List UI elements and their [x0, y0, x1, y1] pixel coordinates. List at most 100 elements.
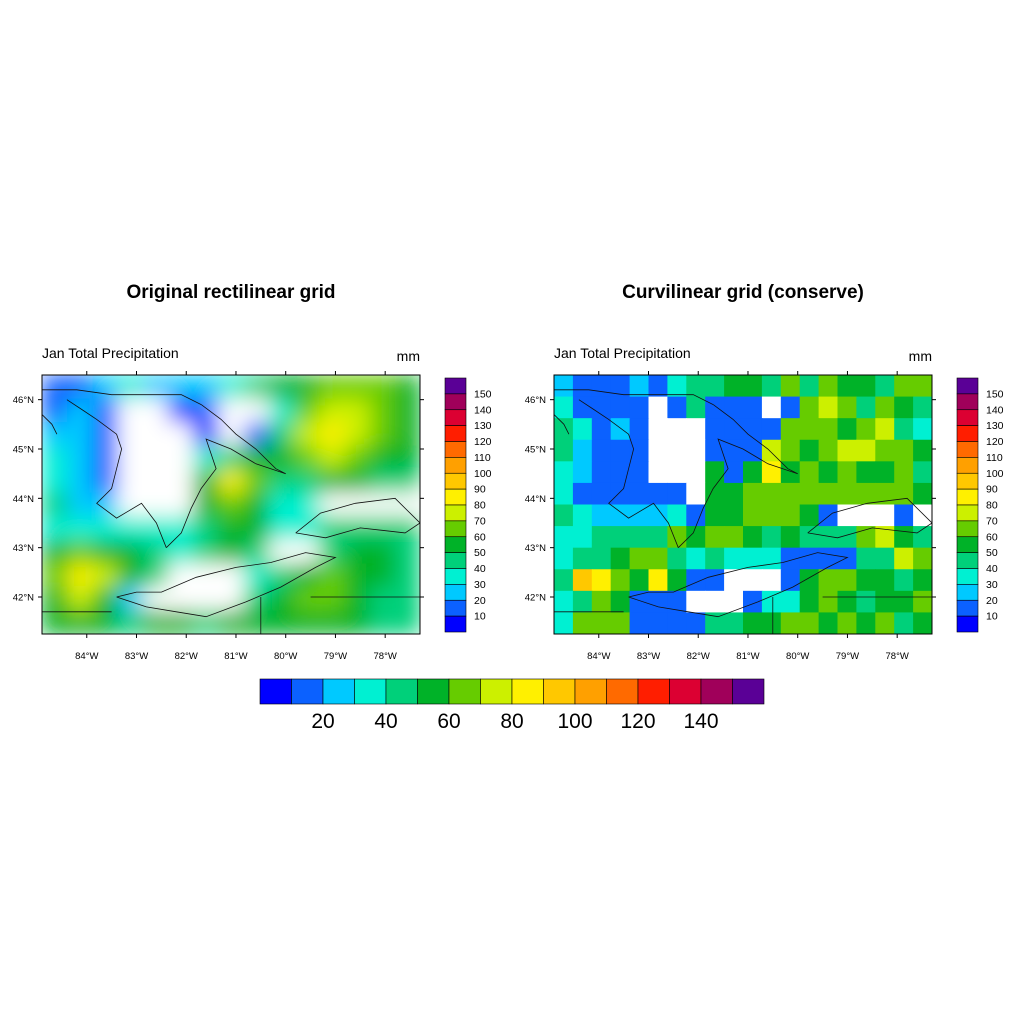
grid-cell	[799, 439, 820, 462]
grid-cell	[294, 469, 320, 494]
grid-cell	[875, 418, 895, 441]
grid-cell	[799, 396, 820, 419]
grid-cell	[648, 375, 668, 398]
lat-tick-label: 46°N	[525, 395, 546, 406]
grid-cell	[913, 590, 932, 614]
grid-cell	[856, 439, 876, 462]
lon-tick-label: 81°W	[224, 651, 247, 662]
colorbar-tick-label: 10	[986, 611, 998, 623]
grid-cell	[294, 516, 320, 541]
grid-cell	[369, 539, 396, 564]
grid-cell	[42, 469, 68, 494]
grid-cell	[591, 612, 612, 634]
grid-cell	[591, 439, 612, 462]
grid-cell	[629, 418, 650, 441]
grid-cell	[686, 590, 706, 614]
lat-tick-label: 45°N	[13, 445, 34, 456]
lat-tick-label: 46°N	[13, 395, 34, 406]
colorbar-swatch	[444, 488, 467, 506]
colorbar-swatch	[956, 441, 979, 458]
colorbar-tick-label: 40	[474, 563, 486, 575]
colorbar-swatch	[956, 584, 979, 601]
colorbar-tick-label: 80	[500, 710, 523, 733]
grid-cell	[319, 422, 345, 447]
grid-cell	[610, 569, 631, 592]
grid-cell	[218, 492, 245, 517]
grid-cell	[394, 469, 420, 494]
grid-cell	[193, 586, 219, 612]
grid-cell	[799, 504, 820, 527]
grid-cell	[818, 418, 839, 441]
grid-cell	[168, 422, 194, 447]
grid-cell	[818, 569, 839, 592]
grid-cell	[799, 461, 820, 484]
grid-cell	[554, 526, 574, 549]
grid-cell	[856, 526, 876, 549]
grid-cell	[142, 492, 169, 517]
grid-cell	[344, 469, 371, 494]
grid-cell	[648, 590, 668, 614]
grid-cell	[705, 547, 725, 570]
grid-cell	[42, 492, 68, 517]
colorbar-swatch	[444, 393, 467, 411]
grid-cell	[218, 375, 245, 400]
colorbar-tick-label: 130	[986, 420, 1004, 432]
grid-cell	[42, 398, 68, 423]
colorbar-swatch	[444, 552, 467, 569]
grid-cell	[268, 422, 295, 447]
colorbar-swatch	[956, 393, 979, 411]
grid-cell	[193, 492, 219, 517]
grid-cell	[648, 482, 668, 506]
lat-tick-label: 44°N	[13, 494, 34, 505]
grid-cell	[724, 526, 744, 549]
grid-cell	[913, 547, 932, 570]
grid-cell	[591, 418, 612, 441]
grid-cell	[686, 547, 706, 570]
grid-cell	[193, 539, 219, 564]
grid-cell	[42, 516, 68, 541]
grid-cell	[743, 461, 763, 484]
grid-cell	[218, 563, 245, 588]
grid-cell	[42, 563, 68, 588]
colorbar-swatch	[322, 678, 355, 705]
grid-cell	[142, 422, 169, 447]
grid-cell	[92, 492, 119, 517]
grid-cell	[142, 610, 169, 634]
colorbar-swatch	[444, 409, 467, 426]
grid-cell	[591, 526, 612, 549]
colorbar-swatch	[543, 678, 576, 705]
colorbar-swatch	[956, 615, 979, 633]
grid-cell	[294, 375, 320, 400]
colorbar-tick-label: 120	[474, 436, 492, 448]
lat-tick-label: 44°N	[525, 494, 546, 505]
grid-cell	[629, 569, 650, 592]
grid-cell	[142, 445, 169, 470]
grid-cell	[724, 504, 744, 527]
grid-cell	[743, 375, 763, 398]
map-panel-curvilinear: 84°W 83°W 82°W 81°W 80°W 79°W 78°W 46°N 45°N 44°N…	[525, 371, 936, 662]
grid-cell	[629, 482, 650, 506]
grid-cell	[572, 418, 593, 441]
grid-cell	[294, 539, 320, 564]
grid-cell	[856, 418, 876, 441]
grid-cell	[92, 469, 119, 494]
grid-cell	[837, 461, 857, 484]
grid-cell	[648, 418, 668, 441]
grid-cell	[818, 461, 839, 484]
grid-cell	[369, 422, 396, 447]
colorbar-tick-label: 100	[474, 468, 492, 480]
grid-cell	[394, 610, 420, 634]
colorbar-swatch	[956, 488, 979, 506]
colorbar-swatch	[956, 520, 979, 538]
grid-cell	[168, 586, 194, 612]
map-panel-rectilinear: 84°W 83°W 82°W 81°W 80°W 79°W 78°W 46°N 45°N 44°N…	[13, 371, 424, 662]
grid-cell	[168, 375, 194, 400]
colorbar-swatch	[732, 678, 765, 705]
grid-cell	[724, 569, 744, 592]
colorbar-swatch	[354, 678, 387, 705]
lon-tick-label: 83°W	[125, 651, 148, 662]
grid-cell	[554, 375, 574, 398]
grid-cell	[218, 469, 245, 494]
grid-cell	[92, 445, 119, 470]
colorbar-tick-label: 70	[986, 515, 998, 527]
